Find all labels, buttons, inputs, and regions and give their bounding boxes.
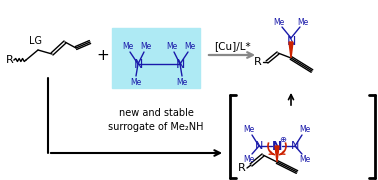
Text: Me: Me bbox=[299, 156, 311, 165]
Text: new and stable
surrogate of Me₂NH: new and stable surrogate of Me₂NH bbox=[108, 108, 204, 132]
Text: R: R bbox=[254, 57, 262, 67]
Text: Me: Me bbox=[299, 125, 311, 134]
Text: Me: Me bbox=[243, 156, 255, 165]
Text: Me: Me bbox=[122, 42, 134, 51]
Text: N: N bbox=[255, 141, 263, 151]
Text: R: R bbox=[238, 163, 246, 173]
Text: +: + bbox=[97, 48, 109, 62]
Text: N: N bbox=[286, 35, 296, 48]
Text: Me: Me bbox=[140, 42, 152, 51]
Text: ⊕: ⊕ bbox=[279, 134, 287, 143]
Text: N: N bbox=[272, 140, 282, 152]
Text: Me: Me bbox=[130, 78, 142, 87]
Polygon shape bbox=[289, 42, 293, 58]
Text: N: N bbox=[133, 57, 143, 71]
Text: R: R bbox=[6, 55, 14, 65]
Text: Me: Me bbox=[177, 78, 187, 87]
Bar bbox=[112, 28, 200, 88]
Text: Me: Me bbox=[184, 42, 196, 51]
Text: LG: LG bbox=[28, 36, 42, 46]
Text: Me: Me bbox=[273, 17, 285, 26]
Text: N: N bbox=[291, 141, 299, 151]
Text: Me: Me bbox=[166, 42, 178, 51]
Text: N: N bbox=[175, 57, 185, 71]
Polygon shape bbox=[275, 146, 279, 162]
Text: Me: Me bbox=[297, 17, 308, 26]
Text: Me: Me bbox=[243, 125, 255, 134]
Text: [Cu]/L*: [Cu]/L* bbox=[214, 41, 250, 51]
